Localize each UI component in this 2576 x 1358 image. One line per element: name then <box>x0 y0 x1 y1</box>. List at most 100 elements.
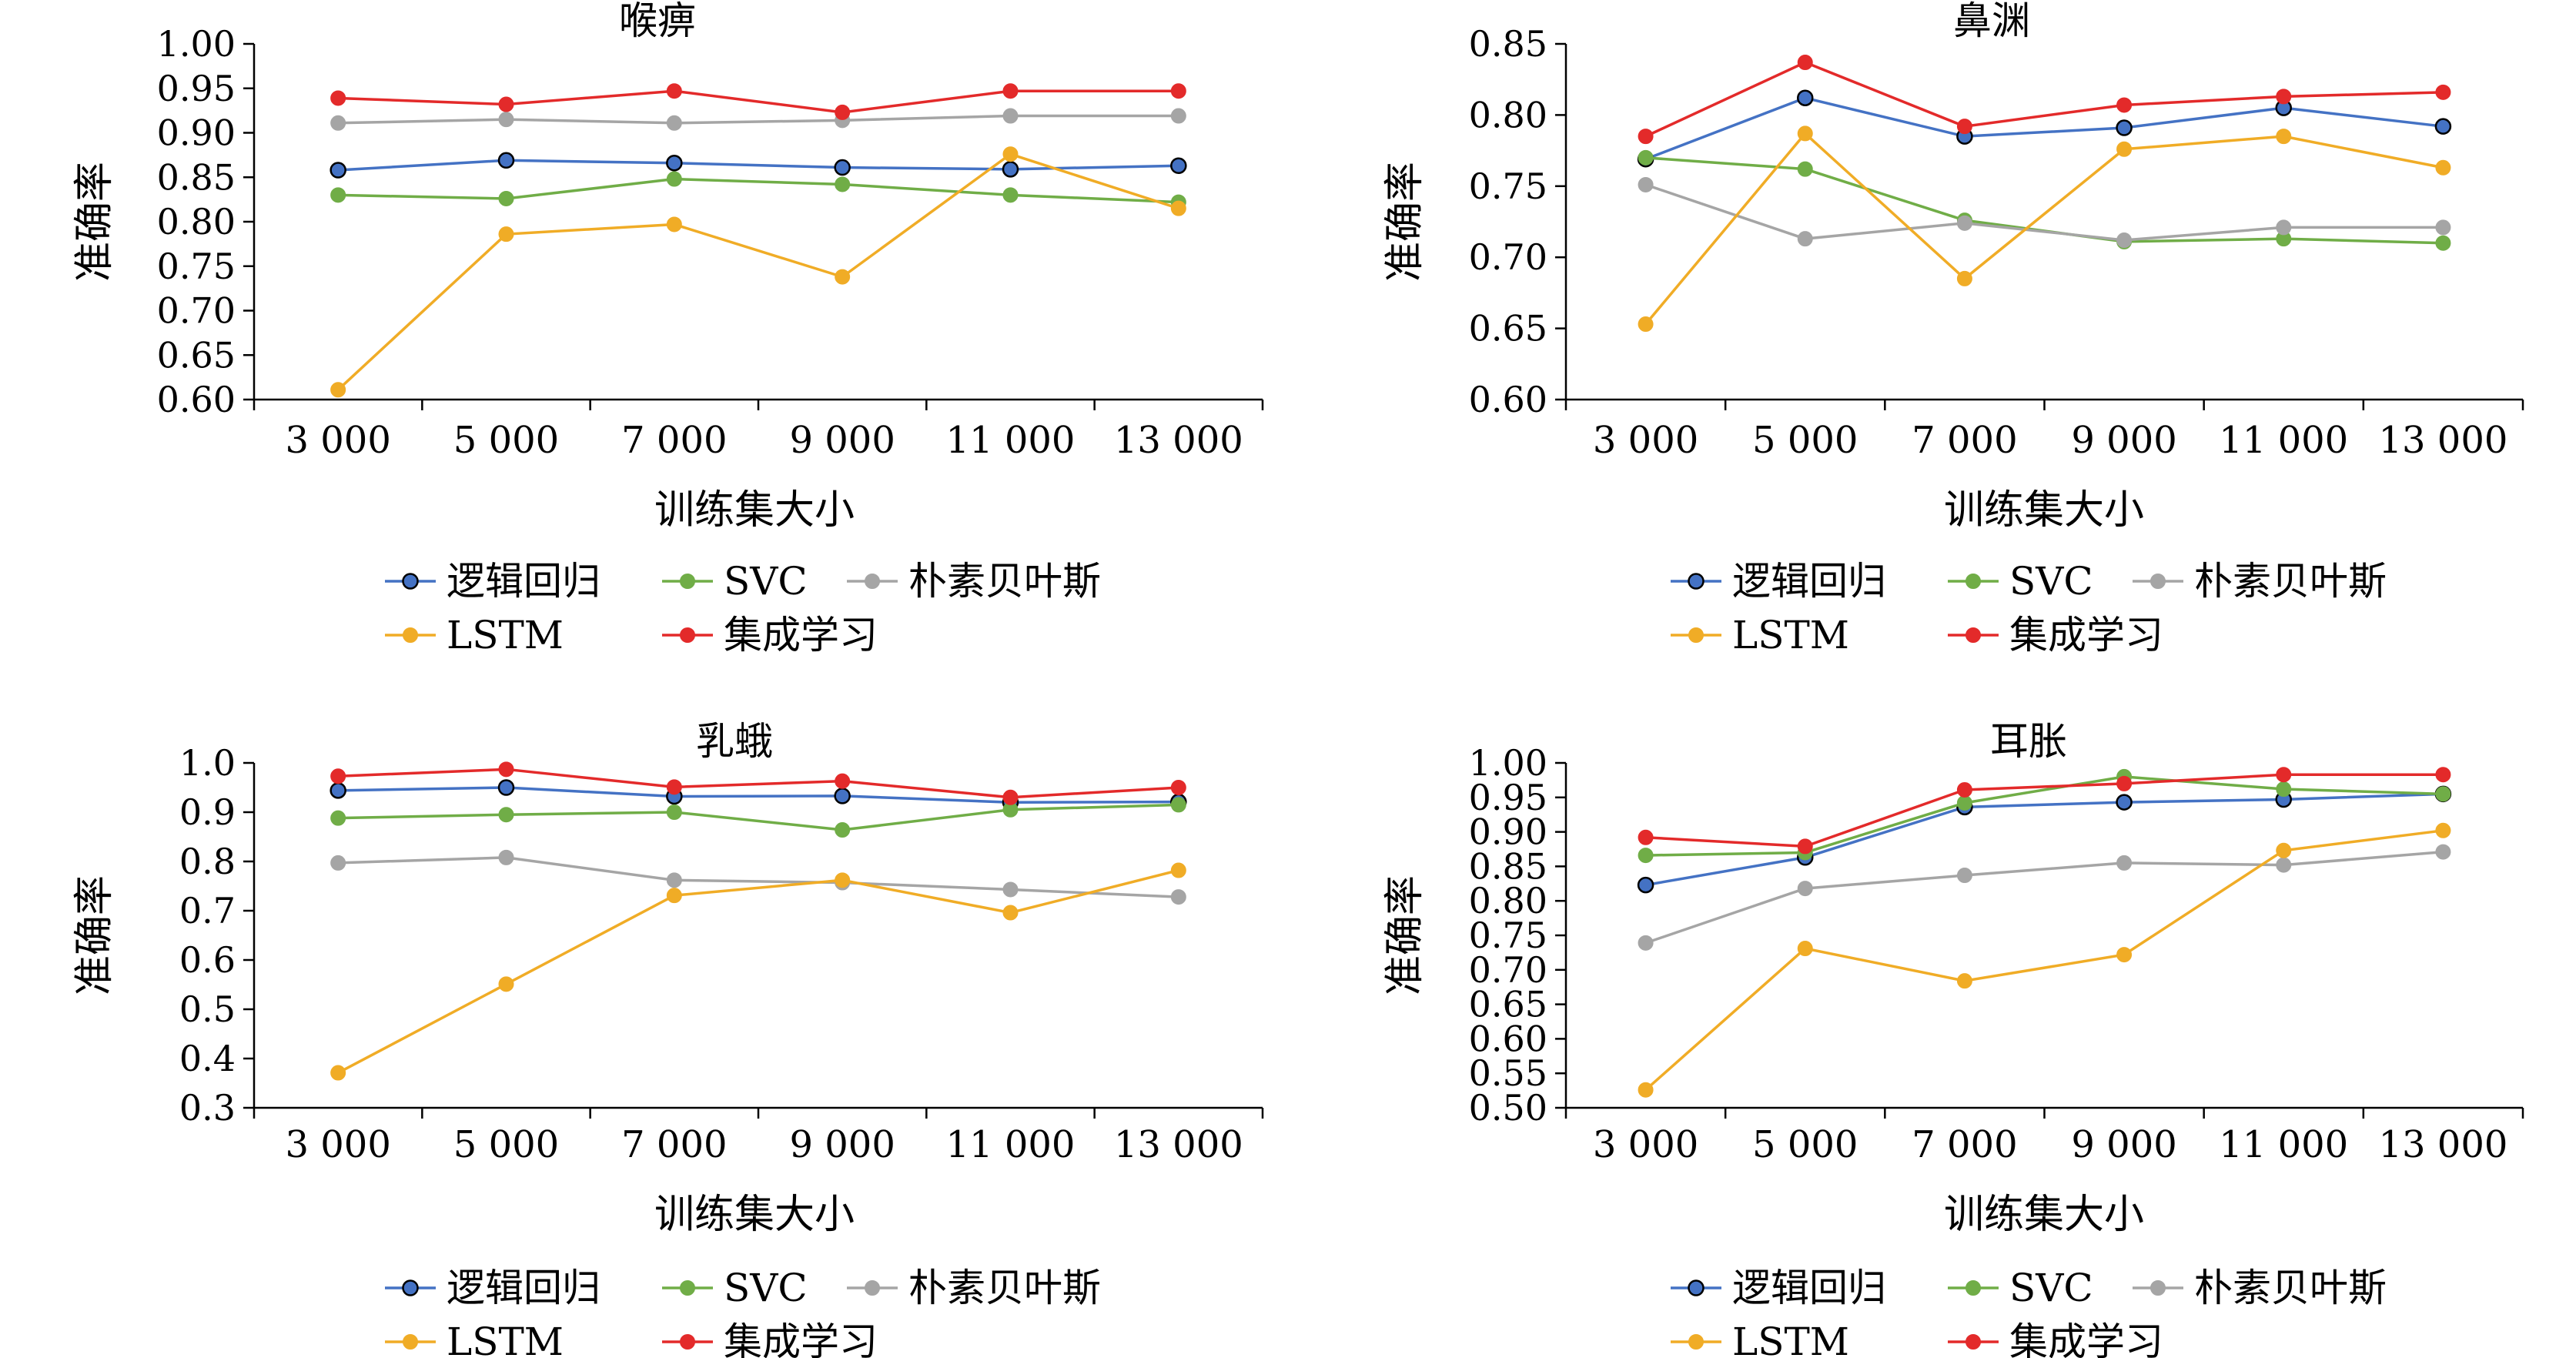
data-point-svc <box>498 807 514 823</box>
y-tick-label: 0.85 <box>1469 845 1547 887</box>
data-point-ensemble <box>835 773 851 789</box>
legend-label-ensemble: 集成学习 <box>724 613 878 657</box>
y-tick-label: 0.9 <box>179 791 236 833</box>
series-line-ensemble <box>338 768 1179 799</box>
data-point-lstm <box>1638 316 1654 333</box>
y-axis-label: 准确率 <box>72 162 118 282</box>
data-point-lstm <box>1638 1082 1654 1098</box>
legend-label-nb: 朴素贝叶斯 <box>2194 1266 2387 1310</box>
legend-label-logistic: 逻辑回归 <box>1732 1266 1886 1310</box>
data-point-ensemble <box>2276 89 2292 105</box>
data-point-nb <box>1956 215 1972 231</box>
legend-marker-logistic <box>402 573 419 590</box>
data-point-nb <box>498 112 514 128</box>
y-tick-label: 0.8 <box>179 841 236 882</box>
legend-marker-logistic <box>1688 573 1705 590</box>
data-point-lstm <box>1956 270 1972 286</box>
data-point-nb <box>1956 868 1972 884</box>
data-point-svc <box>835 176 851 192</box>
y-tick-label: 1.00 <box>1469 742 1547 784</box>
data-point-lstm <box>330 1065 346 1081</box>
y-axis-label: 准确率 <box>1382 875 1428 995</box>
legend-label-nb: 朴素贝叶斯 <box>908 559 1101 604</box>
y-tick-label: 0.85 <box>157 156 236 198</box>
series-line-logistic <box>1644 96 2444 161</box>
data-point-nb <box>2116 855 2133 871</box>
y-tick-label: 0.75 <box>1469 915 1547 956</box>
series-line-lstm <box>1644 131 2444 326</box>
x-tick-label: 11 000 <box>2219 1123 2348 1166</box>
data-point-lstm <box>498 976 514 992</box>
x-tick-label: 11 000 <box>946 419 1076 462</box>
chart-title: 喉痹 <box>619 0 696 43</box>
legend-label-logistic: 逻辑回归 <box>1732 559 1886 604</box>
data-point-logistic <box>666 155 683 172</box>
data-point-ensemble <box>2276 767 2292 783</box>
y-tick-label: 0.90 <box>157 112 236 154</box>
x-axis-label: 训练集大小 <box>654 1192 855 1238</box>
data-point-nb <box>1797 231 1813 247</box>
legend-label-ensemble: 集成学习 <box>2009 613 2163 657</box>
x-tick-label: 9 000 <box>789 419 895 462</box>
data-point-lstm <box>2435 159 2451 176</box>
legend-label-lstm: LSTM <box>447 613 564 657</box>
data-point-nb <box>1002 881 1019 898</box>
data-point-logistic <box>497 779 515 796</box>
data-point-svc <box>1170 797 1186 813</box>
y-tick-label: 0.5 <box>179 988 236 1030</box>
data-point-ensemble <box>1638 829 1654 845</box>
data-point-logistic <box>2434 118 2452 135</box>
data-point-logistic <box>1002 161 1019 178</box>
data-point-svc <box>835 822 851 838</box>
legend-label-lstm: LSTM <box>1732 613 1849 657</box>
data-point-nb <box>1638 935 1654 951</box>
data-point-lstm <box>2435 822 2451 838</box>
series-line-lstm <box>336 152 1179 391</box>
y-tick-label: 0.3 <box>179 1087 236 1129</box>
data-point-ensemble <box>1956 119 1972 135</box>
data-point-lstm <box>666 888 682 904</box>
x-tick-label: 7 000 <box>621 1123 727 1166</box>
y-tick-label: 0.85 <box>1469 23 1547 65</box>
data-point-lstm <box>666 216 682 232</box>
y-tick-label: 0.65 <box>1469 308 1547 350</box>
legend-marker-svc <box>680 574 695 589</box>
data-point-lstm <box>1002 146 1019 162</box>
data-point-ensemble <box>2435 767 2451 783</box>
series-line-logistic <box>338 159 1179 172</box>
data-point-ensemble <box>666 83 682 99</box>
chart-panel-4: 耳胀 0.500.550.600.650.700.750.800.850.900.… <box>1382 719 2524 1358</box>
data-point-svc <box>330 187 346 203</box>
x-axis-label: 训练集大小 <box>1944 487 2144 534</box>
y-tick-label: 0.80 <box>1469 94 1547 135</box>
y-tick-label: 0.6 <box>179 939 236 981</box>
series-line-logistic <box>338 786 1179 804</box>
legend-label-svc: SVC <box>724 1266 808 1310</box>
legend-label-lstm: LSTM <box>447 1320 564 1358</box>
legend-marker-nb <box>865 574 880 589</box>
x-axis-label: 训练集大小 <box>654 487 855 534</box>
data-point-ensemble <box>1002 83 1019 99</box>
data-point-nb <box>2116 232 2133 249</box>
x-tick-label: 3 000 <box>1593 1123 1698 1166</box>
y-tick-label: 0.4 <box>179 1038 236 1079</box>
chart-title: 鼻渊 <box>1953 0 2030 43</box>
x-tick-label: 9 000 <box>2071 419 2176 462</box>
data-point-ensemble <box>2116 775 2133 791</box>
x-tick-label: 13 000 <box>2378 1123 2507 1166</box>
data-point-svc <box>1797 161 1813 177</box>
data-point-logistic <box>497 152 515 169</box>
legend-label-nb: 朴素贝叶斯 <box>908 1266 1101 1310</box>
y-tick-label: 0.70 <box>157 290 236 332</box>
legend-marker-lstm <box>1688 1334 1704 1350</box>
data-point-lstm <box>835 269 851 285</box>
data-point-lstm <box>835 872 851 888</box>
data-point-ensemble <box>330 90 346 106</box>
y-tick-label: 0.90 <box>1469 811 1547 853</box>
data-point-lstm <box>330 382 346 398</box>
legend-marker-logistic <box>1688 1279 1705 1296</box>
x-tick-label: 11 000 <box>2219 419 2348 462</box>
legend-label-ensemble: 集成学习 <box>724 1320 878 1358</box>
legend-marker-lstm <box>403 627 418 643</box>
data-point-ensemble <box>835 104 851 120</box>
